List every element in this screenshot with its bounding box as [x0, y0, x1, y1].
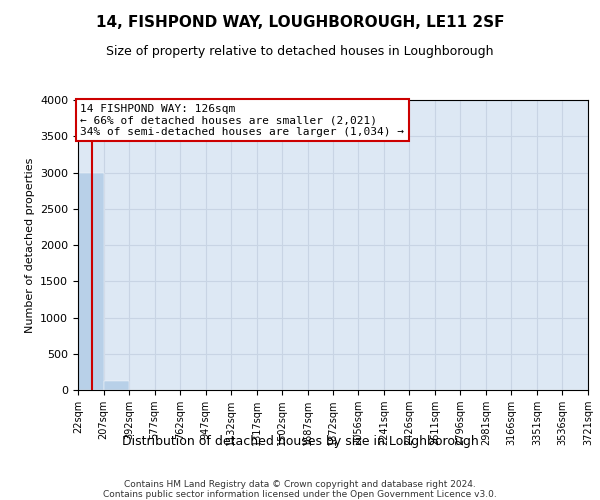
- Y-axis label: Number of detached properties: Number of detached properties: [25, 158, 35, 332]
- Text: Size of property relative to detached houses in Loughborough: Size of property relative to detached ho…: [106, 45, 494, 58]
- Text: 14 FISHPOND WAY: 126sqm
← 66% of detached houses are smaller (2,021)
34% of semi: 14 FISHPOND WAY: 126sqm ← 66% of detache…: [80, 104, 404, 137]
- Bar: [104, 382, 129, 390]
- Text: Contains HM Land Registry data © Crown copyright and database right 2024.
Contai: Contains HM Land Registry data © Crown c…: [103, 480, 497, 500]
- Bar: [78, 172, 104, 390]
- Text: 14, FISHPOND WAY, LOUGHBOROUGH, LE11 2SF: 14, FISHPOND WAY, LOUGHBOROUGH, LE11 2SF: [96, 15, 504, 30]
- Text: Distribution of detached houses by size in Loughborough: Distribution of detached houses by size …: [122, 435, 478, 448]
